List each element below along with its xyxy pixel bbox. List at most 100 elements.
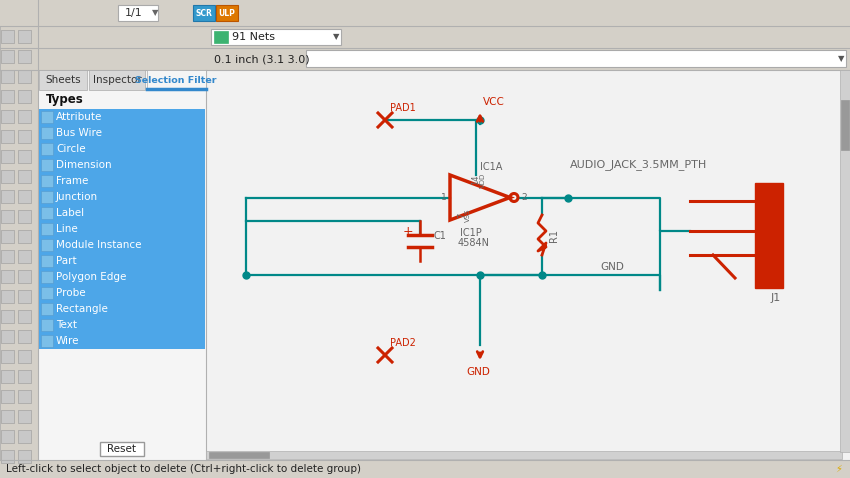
Bar <box>41 303 53 315</box>
Bar <box>306 50 846 67</box>
Bar <box>0 460 850 478</box>
Text: VDD: VDD <box>480 173 486 188</box>
Text: Dimension: Dimension <box>56 160 111 170</box>
Bar <box>41 239 53 251</box>
Text: Bus Wire: Bus Wire <box>56 128 102 138</box>
Bar <box>41 287 53 299</box>
Bar <box>38 70 206 460</box>
Text: ▼: ▼ <box>152 9 158 18</box>
Bar <box>18 370 31 383</box>
Bar <box>41 255 53 267</box>
Bar <box>1 90 14 103</box>
Text: J1: J1 <box>771 293 781 303</box>
Bar <box>0 26 850 48</box>
Text: ▼: ▼ <box>838 54 845 64</box>
Bar <box>1 70 14 83</box>
Bar <box>18 50 31 63</box>
Text: IC1A: IC1A <box>480 162 502 172</box>
Text: Selection Filter: Selection Filter <box>135 76 217 85</box>
Bar <box>1 190 14 203</box>
Bar <box>1 290 14 303</box>
Bar <box>18 410 31 423</box>
Bar <box>18 250 31 263</box>
Bar <box>214 31 228 43</box>
Bar <box>0 48 850 70</box>
Text: Text: Text <box>56 320 77 330</box>
Bar <box>840 70 850 452</box>
Bar <box>18 90 31 103</box>
Bar <box>1 410 14 423</box>
Text: Wire: Wire <box>56 336 80 346</box>
Bar <box>18 430 31 443</box>
Bar <box>1 430 14 443</box>
Text: Frame: Frame <box>56 176 88 186</box>
Bar <box>100 442 144 456</box>
Bar <box>41 319 53 331</box>
Bar <box>1 330 14 343</box>
Text: ⚡: ⚡ <box>835 464 841 474</box>
Bar <box>39 333 205 349</box>
Text: 7: 7 <box>457 212 467 217</box>
Bar <box>1 150 14 163</box>
Text: ▼: ▼ <box>333 33 339 42</box>
Text: Part: Part <box>56 256 76 266</box>
Bar <box>147 70 206 90</box>
Bar <box>39 189 205 205</box>
Text: C1: C1 <box>434 231 447 241</box>
Bar <box>206 451 842 459</box>
Text: Types: Types <box>46 93 84 106</box>
Bar <box>18 310 31 323</box>
Bar <box>211 29 341 45</box>
Text: +: + <box>403 225 414 238</box>
Text: Module Instance: Module Instance <box>56 240 141 250</box>
Bar <box>39 317 205 333</box>
Text: 4584N: 4584N <box>458 238 490 248</box>
Bar <box>39 237 205 253</box>
Text: 1/1: 1/1 <box>125 8 143 18</box>
Bar <box>18 450 31 463</box>
Bar <box>206 70 850 460</box>
Text: Reset: Reset <box>107 444 137 454</box>
Bar <box>39 301 205 317</box>
Bar <box>41 127 53 139</box>
Bar <box>1 310 14 323</box>
Bar <box>18 130 31 143</box>
Text: GND: GND <box>600 262 624 272</box>
Bar <box>1 390 14 403</box>
Bar <box>39 141 205 157</box>
Text: PAD2: PAD2 <box>390 338 416 348</box>
Bar <box>18 330 31 343</box>
Bar <box>755 183 783 288</box>
Bar <box>0 26 38 460</box>
Text: Label: Label <box>56 208 84 218</box>
Bar <box>18 390 31 403</box>
Bar <box>89 70 145 90</box>
Text: Sheets: Sheets <box>45 75 81 85</box>
Bar <box>41 191 53 203</box>
Bar <box>1 130 14 143</box>
Text: GND: GND <box>466 367 490 377</box>
Bar <box>1 50 14 63</box>
Bar <box>41 207 53 219</box>
Text: 0.1 inch (3.1 3.0): 0.1 inch (3.1 3.0) <box>214 54 309 64</box>
Bar <box>1 170 14 183</box>
Text: 1: 1 <box>441 193 447 202</box>
Bar <box>18 290 31 303</box>
Bar <box>41 111 53 123</box>
Bar <box>1 250 14 263</box>
Text: Attribute: Attribute <box>56 112 102 122</box>
Bar <box>41 175 53 187</box>
Bar <box>39 157 205 173</box>
Bar <box>41 159 53 171</box>
Text: Line: Line <box>56 224 77 234</box>
Bar <box>209 452 269 458</box>
Bar <box>41 335 53 347</box>
Bar <box>841 100 849 150</box>
Text: Junction: Junction <box>56 192 98 202</box>
Bar <box>39 285 205 301</box>
Text: SCR: SCR <box>196 9 212 18</box>
Bar <box>1 210 14 223</box>
Bar <box>18 350 31 363</box>
Text: Circle: Circle <box>56 144 86 154</box>
Bar <box>39 205 205 221</box>
